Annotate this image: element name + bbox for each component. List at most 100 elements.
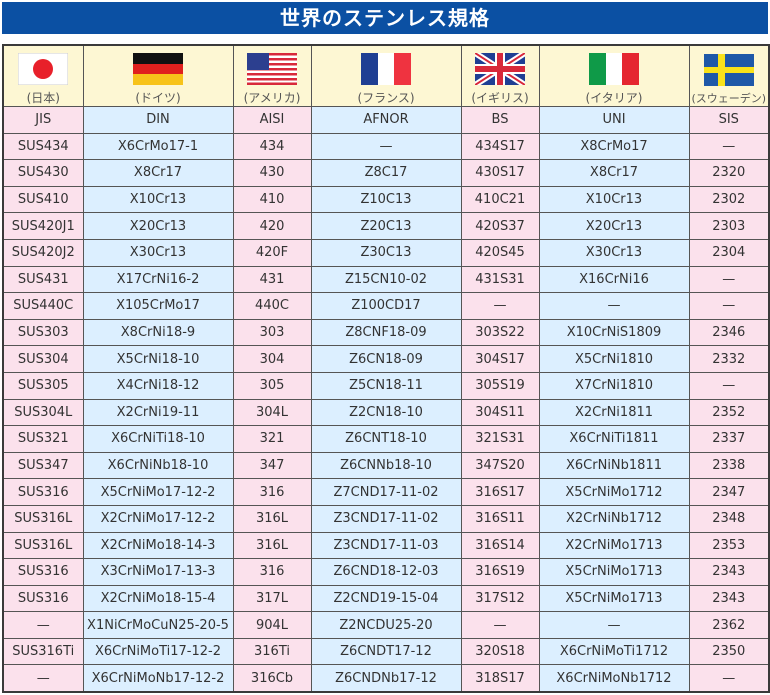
table-row: SUS321 X6CrNiTi18-10 321 Z6CNT18-10 321S31 X6…: [2, 425, 770, 453]
cell-jis: SUS434: [2, 132, 84, 161]
standard-header-uni: UNI: [538, 106, 690, 134]
cell-bs: 431S31: [460, 265, 540, 294]
cell-aisi: 420F: [232, 238, 312, 267]
usa-flag-icon: [247, 53, 297, 85]
cell-sis: —: [688, 292, 770, 320]
cell-sis: 2343: [688, 584, 770, 613]
table-row: SUS420J2 X30Cr13 420F Z30C13 420S45 X30Cr13 23…: [2, 238, 770, 267]
cell-aisi: 904L: [232, 611, 312, 639]
cell-jis: SUS316: [2, 558, 84, 586]
cell-din: X20Cr13: [82, 212, 234, 240]
cell-aisi: 440C: [232, 292, 312, 320]
cell-uni: X2CrNiNb1712: [538, 504, 690, 533]
cell-aisi: 305: [232, 371, 312, 400]
country-row: (日本) (ドイツ) (アメリカ) (フランス): [2, 44, 770, 107]
cell-din: X6CrNiMoTi17-12-2: [82, 637, 234, 666]
cell-bs: 321S31: [460, 425, 540, 453]
cell-jis: SUS316L: [2, 504, 84, 533]
cell-sis: —: [688, 664, 770, 693]
table-row: SUS410 X10Cr13 410 Z10C13 410C21 X10Cr13 2302: [2, 185, 770, 214]
standard-header-row: JIS DIN AISI AFNOR BS UNI SIS: [2, 106, 770, 134]
cell-sis: 2350: [688, 637, 770, 666]
cell-bs: 318S17: [460, 664, 540, 693]
sweden-flag-icon: [703, 54, 754, 86]
table-row: SUS430 X8Cr17 430 Z8C17 430S17 X8Cr17 2320: [2, 159, 770, 187]
cell-afnor: Z6CNNb18-10: [310, 451, 462, 480]
country-name: (日本): [26, 91, 60, 105]
cell-din: X105CrMo17: [82, 292, 234, 320]
cell-sis: 2347: [688, 478, 770, 506]
cell-aisi: 410: [232, 185, 312, 214]
cell-uni: X16CrNi16: [538, 265, 690, 294]
country-uk: (イギリス): [460, 44, 540, 107]
cell-sis: 2348: [688, 504, 770, 533]
cell-uni: X10Cr13: [538, 185, 690, 214]
cell-uni: X30Cr13: [538, 238, 690, 267]
cell-bs: 316S14: [460, 531, 540, 560]
stainless-standards-table: (日本) (ドイツ) (アメリカ) (フランス): [2, 44, 770, 694]
cell-jis: —: [2, 611, 84, 639]
standard-header-din: DIN: [82, 106, 234, 134]
cell-jis: SUS431: [2, 265, 84, 294]
germany-flag-icon: [133, 53, 183, 85]
cell-afnor: Z6CNDT17-12: [310, 637, 462, 666]
cell-jis: SUS303: [2, 318, 84, 347]
country-france: (フランス): [310, 44, 462, 107]
cell-afnor: —: [310, 132, 462, 161]
cell-afnor: Z7CND17-11-02: [310, 478, 462, 506]
country-sweden: (スウェーデン): [688, 44, 770, 107]
standard-header-sis: SIS: [688, 106, 770, 134]
uk-flag-icon: [475, 53, 525, 85]
cell-sis: 2346: [688, 318, 770, 347]
cell-bs: 304S17: [460, 345, 540, 373]
cell-sis: 2353: [688, 531, 770, 560]
table-row: SUS431 X17CrNi16-2 431 Z15CN10-02 431S31 X16C…: [2, 265, 770, 294]
cell-uni: X5CrNi1810: [538, 345, 690, 373]
country-name: (イギリス): [471, 91, 529, 105]
country-italy: (イタリア): [538, 44, 690, 107]
cell-sis: —: [688, 265, 770, 294]
cell-uni: —: [538, 611, 690, 639]
cell-aisi: 304L: [232, 398, 312, 427]
cell-jis: SUS316: [2, 584, 84, 613]
cell-aisi: 434: [232, 132, 312, 161]
cell-uni: —: [538, 292, 690, 320]
cell-afnor: Z8C17: [310, 159, 462, 187]
cell-aisi: 420: [232, 212, 312, 240]
cell-aisi: 347: [232, 451, 312, 480]
cell-jis: SUS440C: [2, 292, 84, 320]
cell-sis: 2352: [688, 398, 770, 427]
cell-din: X5CrNiMo17-12-2: [82, 478, 234, 506]
cell-uni: X5CrNiMo1712: [538, 478, 690, 506]
cell-sis: 2343: [688, 558, 770, 586]
cell-afnor: Z10C13: [310, 185, 462, 214]
cell-jis: SUS321: [2, 425, 84, 453]
country-usa: (アメリカ): [232, 44, 312, 107]
table-row: SUS316L X2CrNiMo17-12-2 316L Z3CND17-11-02 3…: [2, 504, 770, 533]
cell-jis: SUS430: [2, 159, 84, 187]
cell-bs: 420S37: [460, 212, 540, 240]
cell-din: X8CrNi18-9: [82, 318, 234, 347]
table-row: SUS305 X4CrNi18-12 305 Z5CN18-11 305S19 X7CrN…: [2, 371, 770, 400]
cell-jis: SUS304: [2, 345, 84, 373]
cell-bs: 316S17: [460, 478, 540, 506]
cell-afnor: Z2CND19-15-04: [310, 584, 462, 613]
cell-jis: SUS347: [2, 451, 84, 480]
table-row: SUS347 X6CrNiNb18-10 347 Z6CNNb18-10 347S20 X…: [2, 451, 770, 480]
cell-bs: —: [460, 292, 540, 320]
cell-sis: 2302: [688, 185, 770, 214]
cell-din: X10Cr13: [82, 185, 234, 214]
cell-uni: X10CrNiS1809: [538, 318, 690, 347]
country-name: (アメリカ): [243, 91, 301, 105]
italy-flag-icon: [589, 53, 639, 85]
table-row: SUS420J1 X20Cr13 420 Z20C13 420S37 X20Cr13 230…: [2, 212, 770, 240]
cell-aisi: 316L: [232, 531, 312, 560]
cell-uni: X2CrNiMo1713: [538, 531, 690, 560]
cell-bs: 420S45: [460, 238, 540, 267]
cell-sis: —: [688, 132, 770, 161]
table-row: SUS434 X6CrMo17-1 434—434S17 X8CrMo17—: [2, 132, 770, 161]
standard-header-bs: BS: [460, 106, 540, 134]
cell-din: X17CrNi16-2: [82, 265, 234, 294]
cell-afnor: Z3CND17-11-02: [310, 504, 462, 533]
cell-bs: 304S11: [460, 398, 540, 427]
